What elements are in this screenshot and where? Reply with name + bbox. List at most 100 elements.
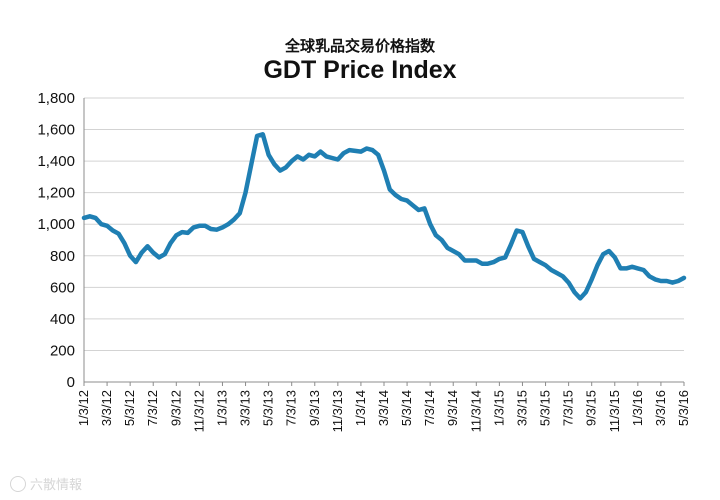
data-point	[682, 276, 686, 280]
data-point	[238, 211, 242, 215]
data-point	[451, 249, 455, 253]
data-point	[636, 266, 640, 270]
x-tick-label: 7/3/13	[284, 390, 299, 426]
data-point	[676, 279, 680, 283]
x-tick-label: 5/3/14	[399, 390, 414, 426]
data-point	[278, 169, 282, 173]
data-point	[93, 216, 98, 220]
data-point	[232, 217, 236, 222]
data-point	[99, 222, 103, 226]
data-point	[486, 262, 490, 266]
data-point	[88, 214, 92, 218]
x-tick-label: 11/3/15	[607, 390, 622, 432]
data-point	[445, 246, 450, 250]
watermark-text: 六散情報	[30, 478, 83, 493]
data-point	[578, 296, 582, 300]
data-point	[192, 225, 196, 229]
data-point	[543, 263, 548, 267]
data-point	[509, 243, 513, 247]
data-point	[128, 254, 132, 258]
x-tick-label: 7/3/12	[145, 390, 160, 426]
x-tick-label: 1/3/15	[491, 390, 506, 426]
data-point	[659, 279, 663, 283]
data-point	[647, 274, 652, 278]
y-tick-label: 1,400	[37, 153, 75, 170]
data-point	[342, 151, 346, 155]
data-point	[520, 230, 525, 234]
data-point	[584, 290, 588, 294]
data-point	[243, 191, 248, 195]
data-point	[347, 148, 351, 152]
data-point	[330, 156, 334, 160]
data-point	[630, 265, 634, 269]
data-point	[549, 268, 553, 272]
data-point	[497, 257, 501, 261]
data-point	[197, 224, 201, 228]
data-point	[353, 149, 357, 153]
data-point	[440, 238, 444, 242]
series-layer	[81, 132, 687, 301]
data-point	[538, 260, 542, 264]
x-tick-label: 7/3/14	[422, 390, 437, 426]
x-tick-label: 11/3/13	[330, 390, 345, 432]
data-point	[365, 146, 369, 151]
data-point	[567, 281, 571, 285]
data-point	[295, 154, 300, 158]
data-point	[572, 290, 577, 294]
data-point	[434, 233, 438, 237]
x-tick-label: 5/3/16	[676, 390, 691, 426]
data-point	[313, 154, 317, 158]
y-tick-label: 1,600	[37, 122, 75, 139]
y-tick-label: 800	[50, 248, 75, 265]
x-tick-label: 9/3/14	[445, 390, 460, 426]
x-tick-label: 1/3/14	[353, 390, 368, 426]
chart-subtitle: 全球乳品交易价格指数	[284, 37, 435, 55]
data-point	[382, 169, 386, 173]
data-point	[532, 257, 536, 261]
watermark-logo-icon	[10, 475, 26, 492]
watermark: 六散情報	[10, 474, 82, 493]
x-tick-label: 11/3/14	[468, 390, 483, 432]
data-point	[203, 224, 207, 228]
data-point	[186, 231, 190, 235]
data-point	[290, 159, 294, 163]
data-point	[405, 199, 409, 203]
data-point	[215, 228, 219, 232]
x-tick-label: 11/3/12	[191, 390, 206, 432]
data-point	[653, 277, 657, 281]
x-tick-label: 1/3/13	[214, 390, 229, 426]
y-tick-label: 200	[50, 342, 75, 359]
data-point	[428, 222, 432, 226]
data-point	[624, 266, 628, 270]
data-point	[324, 154, 328, 158]
data-point	[642, 268, 646, 272]
y-tick-label: 1,200	[37, 185, 75, 202]
x-tick-label: 3/3/13	[238, 390, 253, 426]
data-point	[82, 216, 86, 220]
chart-title: GDT Price Index	[263, 56, 457, 84]
data-point	[503, 255, 507, 259]
y-tick-label: 600	[50, 279, 75, 296]
data-point	[255, 134, 259, 138]
x-tick-label: 5/3/15	[538, 390, 553, 426]
x-tick-label: 5/3/13	[261, 390, 276, 426]
data-point	[111, 228, 115, 233]
data-point	[117, 232, 121, 236]
x-tick-label: 3/3/16	[653, 390, 668, 426]
data-point	[411, 203, 415, 207]
data-point	[526, 244, 530, 248]
data-point	[388, 187, 392, 192]
data-point	[307, 153, 311, 157]
data-point	[122, 241, 126, 245]
data-point	[463, 258, 467, 263]
data-point	[370, 148, 375, 152]
x-tick-label: 1/3/12	[76, 390, 91, 426]
data-point	[157, 255, 161, 259]
data-point	[272, 162, 276, 166]
x-tick-label: 9/3/13	[307, 390, 322, 426]
series-line	[81, 132, 687, 301]
x-tick-label: 5/3/12	[122, 390, 137, 426]
data-point	[399, 197, 403, 201]
data-point	[180, 230, 184, 234]
